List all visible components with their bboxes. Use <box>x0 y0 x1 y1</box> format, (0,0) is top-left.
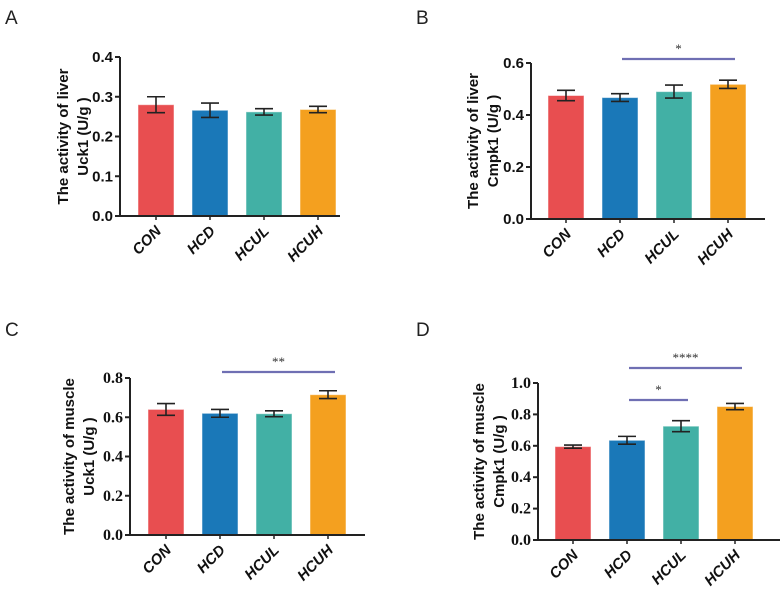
bar-hcul <box>655 91 693 220</box>
x-tick-label: CON <box>546 546 582 582</box>
y-tick-label: 0.2 <box>103 488 123 505</box>
y-tick-label: 0.0 <box>503 211 524 228</box>
y-tick-label: 0.4 <box>103 449 123 466</box>
y-axis-label: The activity of muscle <box>61 378 78 535</box>
bar-hcuh <box>716 406 754 541</box>
x-tick-label: HCUL <box>648 547 689 588</box>
y-axis-label: Uck1 (U/g ) <box>75 97 92 175</box>
y-tick-label: 0.0 <box>511 532 531 549</box>
y-tick-label: 0.8 <box>511 406 531 423</box>
y-tick-label: 0.4 <box>503 107 525 124</box>
y-tick-label: 0.2 <box>511 501 531 518</box>
bar-con <box>147 408 185 536</box>
y-axis-label: The activity of muscle <box>471 383 488 540</box>
y-axis-label: Cmpk1 (U/g ) <box>491 415 508 508</box>
y-tick-label: 0.6 <box>103 409 123 426</box>
x-tick-label: CON <box>539 225 575 261</box>
x-tick-label: HCD <box>184 223 219 258</box>
y-tick-label: 0.3 <box>92 89 113 106</box>
y-tick-label: 0.2 <box>92 129 113 146</box>
x-tick-label: HCUH <box>701 546 744 589</box>
y-axis-label: The activity of liver <box>465 73 482 209</box>
significance-label: * <box>655 382 662 397</box>
y-tick-label: 1.0 <box>511 375 531 392</box>
bar-hcul <box>255 413 293 536</box>
y-tick-label: 0.8 <box>103 370 123 387</box>
y-axis-label: The activity of liver <box>55 68 72 204</box>
x-tick-label: HCD <box>594 226 629 261</box>
significance-label: **** <box>673 350 699 365</box>
x-tick-label: HCD <box>601 547 636 582</box>
y-tick-label: 0.0 <box>92 208 113 225</box>
panel-b: B The activity of liver Cmpk1 (U/g ) CON HCD… <box>416 8 765 268</box>
bar-hcd <box>608 439 646 541</box>
x-tick-label: CON <box>139 541 175 577</box>
x-tick-label: HCUH <box>284 222 327 265</box>
y-axis-label: Cmpk1 (U/g ) <box>485 95 502 188</box>
bar-con <box>137 104 175 217</box>
panel-label: C <box>5 320 19 341</box>
bar-hcul <box>245 111 283 217</box>
x-tick-label: HCD <box>194 542 229 577</box>
y-tick-label: 0.2 <box>503 159 524 176</box>
y-tick-label: 0.1 <box>92 168 113 185</box>
x-tick-label: HCUH <box>294 541 337 584</box>
bar-hcd <box>201 412 239 536</box>
y-tick-label: 0.6 <box>503 55 524 72</box>
panel-a: A The activity of liver Uck1 (U/g ) CON HCD H… <box>5 8 340 265</box>
panel-d: D The activity of muscle Cmpk1 (U/g ) CON HC… <box>416 320 780 589</box>
y-tick-label: 0.0 <box>103 527 123 544</box>
panel-c: C The activity of muscle Uck1 (U/g ) CON HCD… <box>5 320 365 584</box>
x-tick-label: HCUH <box>694 225 737 268</box>
bar-hcuh <box>709 83 747 220</box>
x-tick-label: CON <box>129 222 165 258</box>
bar-hcul <box>662 425 700 541</box>
bar-hcuh <box>299 108 337 217</box>
panel-label: B <box>416 8 429 29</box>
bar-hcd <box>601 97 639 220</box>
x-tick-label: HCUL <box>231 223 272 264</box>
bar-con <box>547 95 585 220</box>
x-tick-label: HCUL <box>641 226 682 267</box>
bar-hcd <box>191 109 229 217</box>
y-tick-label: 0.4 <box>511 469 531 486</box>
y-tick-label: 0.6 <box>511 438 531 455</box>
panel-label: D <box>416 320 430 341</box>
significance-label: ** <box>272 354 285 369</box>
panel-label: A <box>5 8 18 29</box>
x-tick-label: HCUL <box>241 542 282 583</box>
bar-con <box>554 446 592 541</box>
y-axis-label: Uck1 (U/g ) <box>81 417 98 495</box>
significance-label: * <box>675 41 682 56</box>
y-tick-label: 0.4 <box>92 49 114 66</box>
bar-hcuh <box>309 394 347 536</box>
